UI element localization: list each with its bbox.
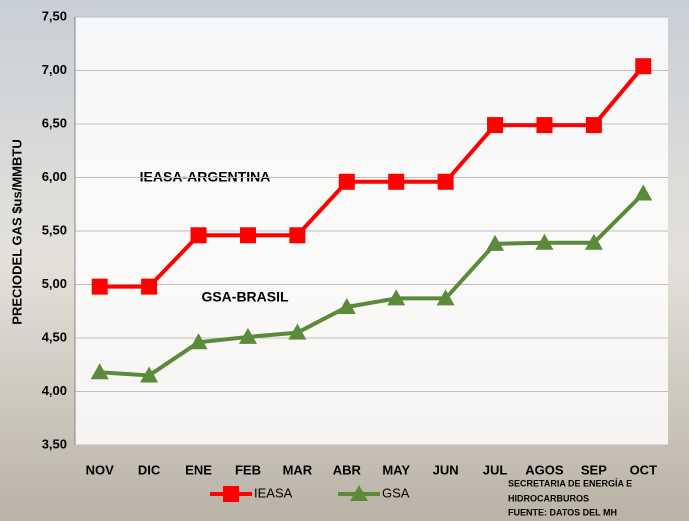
y-tick-label: 6,50 — [42, 115, 67, 130]
x-tick-label: ABR — [333, 462, 362, 477]
marker — [223, 486, 239, 502]
marker — [337, 297, 356, 314]
y-axis-label: PRECIODEL GAS $us/MMBTU — [9, 139, 24, 324]
marker — [585, 117, 602, 134]
y-tick-label: 6,00 — [42, 169, 67, 184]
y-tick-label: 5,00 — [42, 276, 67, 291]
marker — [338, 173, 355, 190]
y-tick-label: 7,00 — [42, 62, 67, 77]
marker — [634, 184, 653, 201]
x-tick-label: SEP — [581, 462, 607, 477]
x-tick-label: JUL — [483, 462, 508, 477]
x-tick-label: NOV — [86, 462, 115, 477]
source-note: SECRETARIA DE ENERGÍA E — [508, 478, 632, 488]
marker — [189, 333, 208, 350]
y-tick-label: 3,50 — [42, 436, 67, 451]
marker — [486, 234, 505, 251]
marker — [536, 117, 553, 134]
marker — [635, 58, 652, 75]
y-tick-label: 7,50 — [42, 8, 67, 23]
marker — [190, 227, 207, 244]
y-tick-label: 4,00 — [42, 383, 67, 398]
marker — [141, 278, 158, 295]
marker — [584, 233, 603, 250]
source-note: HIDROCARBUROS — [508, 493, 589, 503]
x-tick-label: MAR — [283, 462, 313, 477]
marker — [239, 227, 256, 244]
y-tick-label: 4,50 — [42, 329, 67, 344]
series-line — [99, 64, 645, 289]
x-tick-label: MAY — [382, 462, 410, 477]
marker — [350, 485, 368, 501]
legend-label: GSA — [382, 485, 410, 500]
x-tick-label: AGOS — [525, 462, 564, 477]
y-tick-label: 5,50 — [42, 222, 67, 237]
marker — [388, 173, 405, 190]
marker — [238, 327, 257, 344]
marker — [91, 278, 108, 295]
x-tick-label: FEB — [235, 462, 261, 477]
annotation: IEASA-ARGENTINA — [140, 169, 271, 185]
series-line — [99, 192, 645, 378]
marker — [288, 323, 307, 340]
source-note: FUENTE: DATOS DEL MH — [508, 507, 617, 517]
marker — [437, 173, 454, 190]
marker — [90, 363, 109, 380]
x-tick-label: DIC — [138, 462, 161, 477]
marker — [535, 233, 554, 250]
marker — [436, 289, 455, 306]
legend-label: IEASA — [254, 485, 293, 500]
x-tick-label: JUN — [433, 462, 459, 477]
annotation: GSA-BRASIL — [201, 289, 289, 305]
x-tick-label: OCT — [630, 462, 658, 477]
marker — [387, 289, 406, 306]
marker — [140, 366, 159, 383]
marker — [487, 117, 504, 134]
marker — [289, 227, 306, 244]
x-tick-label: ENE — [185, 462, 212, 477]
